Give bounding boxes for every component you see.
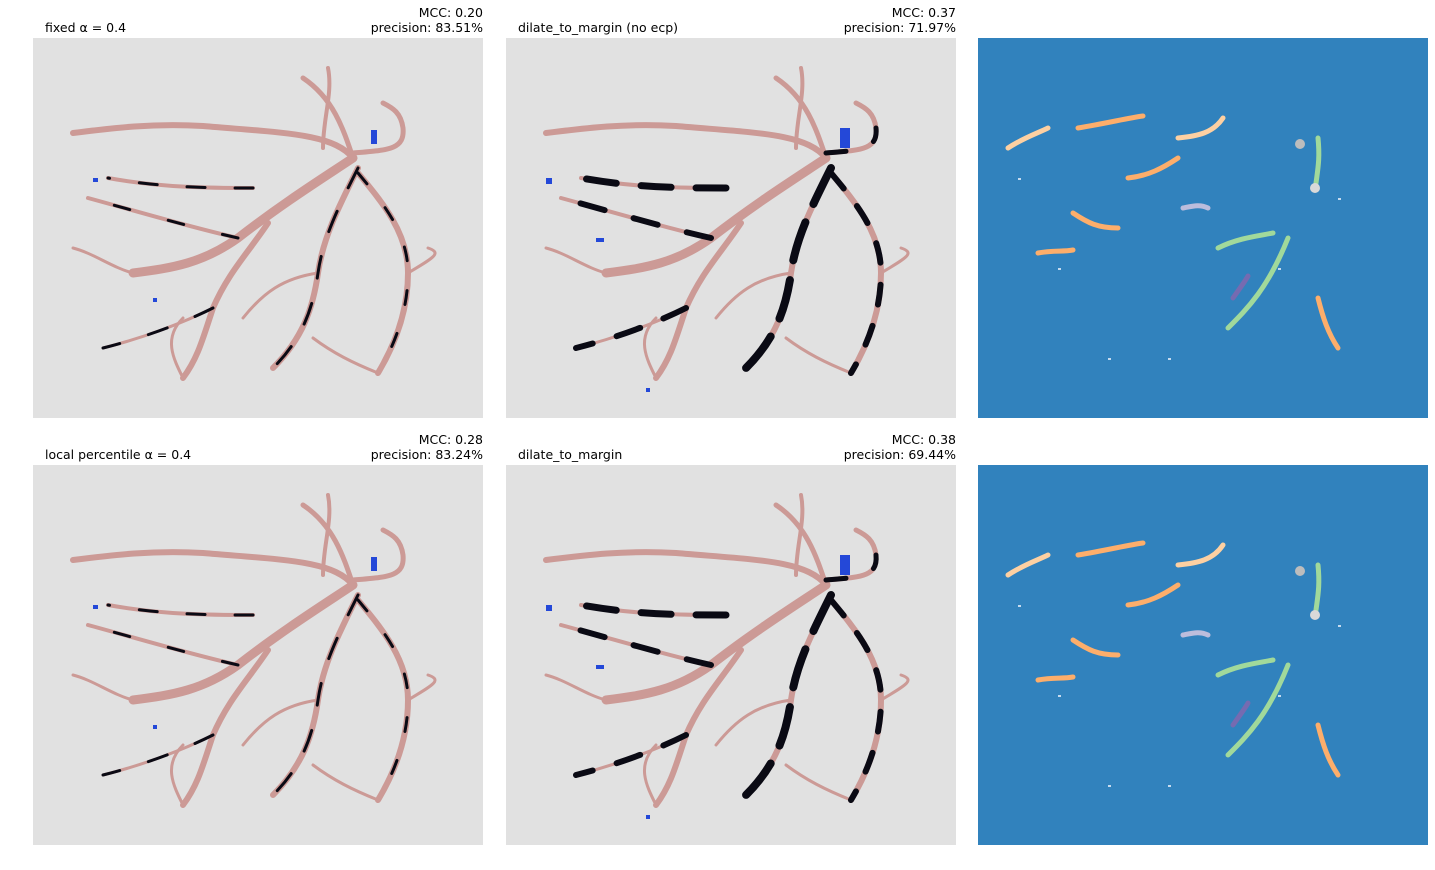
label-image: [978, 465, 1428, 845]
panel-title: dilate_to_margin: [518, 447, 622, 462]
panel-mcc: MCC: 0.37: [892, 5, 956, 20]
panel: local percentile α = 0.4 MCC: 0.28 preci…: [33, 432, 483, 845]
panel-precision: precision: 71.97%: [844, 20, 956, 35]
panel-mcc: MCC: 0.20: [419, 5, 483, 20]
panel-mcc: MCC: 0.28: [419, 432, 483, 447]
panel-precision: precision: 83.24%: [371, 447, 483, 462]
panel: fixed α = 0.4 MCC: 0.20 precision: 83.51…: [33, 5, 483, 418]
panel-precision: precision: 69.44%: [844, 447, 956, 462]
panel: dilate_to_margin (no ecp) MCC: 0.37 prec…: [506, 5, 956, 418]
label-image: [978, 38, 1428, 418]
panel-title: dilate_to_margin (no ecp): [518, 20, 678, 35]
panel-title: local percentile α = 0.4: [45, 447, 191, 462]
panel-precision: precision: 83.51%: [371, 20, 483, 35]
image: [506, 465, 956, 845]
image: [33, 38, 483, 418]
panel-mcc: MCC: 0.38: [892, 432, 956, 447]
image: [33, 465, 483, 845]
panel: dilate_to_margin MCC: 0.38 precision: 69…: [506, 432, 956, 845]
panel-title: fixed α = 0.4: [45, 20, 126, 35]
image: [506, 38, 956, 418]
